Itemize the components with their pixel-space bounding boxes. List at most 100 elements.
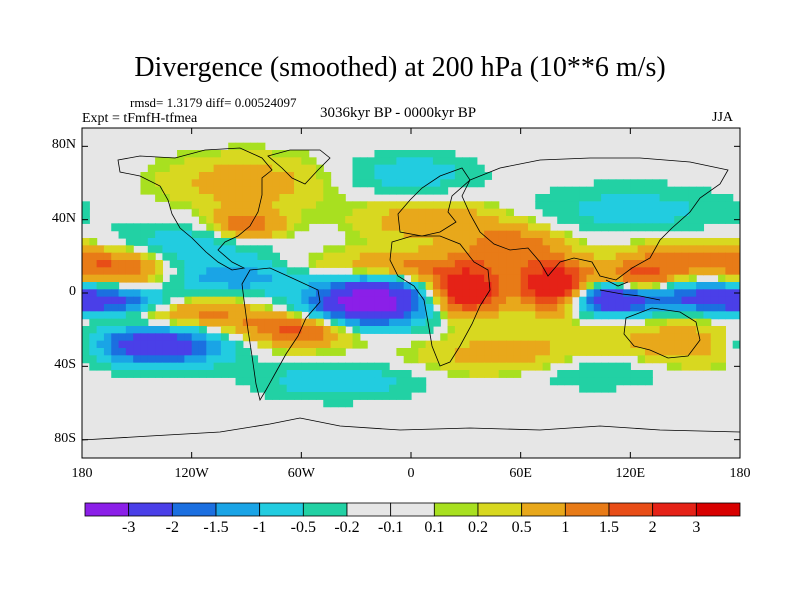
field-cell: [403, 245, 412, 254]
field-cell: [542, 304, 551, 312]
field-cell: [381, 267, 390, 276]
field-cell: [330, 392, 339, 400]
field-cell: [250, 223, 259, 232]
field-cell: [169, 245, 178, 254]
field-cell: [301, 157, 310, 166]
field-cell: [125, 223, 134, 232]
colorbar-swatch: [433, 502, 479, 517]
field-cell: [681, 252, 690, 261]
field-cell: [484, 282, 493, 290]
field-cell: [242, 216, 251, 224]
field-cell: [579, 384, 588, 393]
field-cell: [674, 267, 683, 276]
field-cell: [718, 289, 726, 298]
field-cell: [506, 245, 514, 254]
field-cell: [469, 370, 478, 378]
field-cell: [294, 201, 302, 210]
field-cell: [118, 289, 127, 298]
field-cell: [703, 194, 712, 202]
field-cell: [308, 186, 317, 195]
field-cell: [630, 377, 639, 386]
field-cell: [118, 333, 127, 342]
field-cell: [206, 252, 215, 261]
field-cell: [425, 208, 434, 217]
field-cell: [484, 340, 493, 349]
field-cell: [367, 274, 376, 283]
field-cell: [462, 223, 471, 232]
field-cell: [367, 201, 376, 210]
field-cell: [381, 311, 390, 320]
field-cell: [586, 289, 595, 298]
field-cell: [301, 326, 310, 334]
field-cell: [264, 208, 273, 217]
field-cell: [264, 384, 273, 393]
field-cell: [308, 164, 317, 173]
field-cell: [652, 267, 661, 276]
field-cell: [718, 201, 726, 210]
field-cell: [301, 267, 310, 276]
field-cell: [732, 296, 740, 305]
field-cell: [169, 260, 178, 268]
field-cell: [688, 355, 697, 364]
field-cell: [593, 377, 602, 386]
field-cell: [250, 304, 259, 312]
field-cell: [491, 223, 500, 232]
field-cell: [323, 362, 332, 371]
field-cell: [601, 274, 609, 283]
field-cell: [264, 216, 273, 224]
field-cell: [82, 296, 90, 305]
field-cell: [666, 267, 675, 276]
field-cell: [564, 230, 573, 239]
field-cell: [644, 296, 653, 305]
field-cell: [301, 377, 310, 386]
field-cell: [725, 252, 734, 261]
field-cell: [440, 230, 449, 239]
field-cell: [718, 333, 726, 342]
field-cell: [549, 318, 558, 327]
field-cell: [571, 186, 580, 195]
field-cell: [315, 186, 324, 195]
field-cell: [140, 179, 149, 188]
field-cell: [454, 296, 463, 305]
field-cell: [718, 245, 726, 254]
field-cell: [608, 311, 617, 320]
field-cell: [272, 362, 280, 371]
field-cell: [403, 150, 412, 158]
field-cell: [125, 296, 134, 305]
field-cell: [396, 267, 405, 276]
axis-ticks: [81, 128, 741, 458]
field-cell: [359, 179, 368, 188]
field-cell: [191, 318, 200, 327]
field-cell: [527, 348, 536, 356]
field-cell: [206, 267, 215, 276]
field-cell: [169, 238, 178, 246]
field-cell: [198, 179, 207, 188]
field-cell: [294, 326, 302, 334]
field-cell: [440, 296, 449, 305]
field-cell: [315, 326, 324, 334]
field-cell: [688, 208, 697, 217]
field-cell: [155, 289, 164, 298]
field-cell: [140, 333, 149, 342]
field-cell: [301, 340, 310, 349]
field-cell: [220, 260, 229, 268]
field-cell: [162, 186, 171, 195]
field-cell: [732, 201, 740, 210]
field-cell: [198, 172, 207, 180]
field-cell: [681, 194, 690, 202]
field-cell: [198, 208, 207, 217]
field-cell: [228, 157, 237, 166]
field-cell: [330, 362, 339, 371]
field-cell: [564, 216, 573, 224]
field-cell: [228, 311, 237, 320]
field-cell: [513, 252, 522, 261]
field-cell: [520, 238, 529, 246]
field-cell: [542, 318, 551, 327]
field-cell: [213, 194, 222, 202]
field-cell: [272, 267, 280, 276]
field-cell: [103, 296, 112, 305]
field-cell: [294, 289, 302, 298]
field-cell: [162, 172, 171, 180]
field-cell: [352, 260, 361, 268]
field-cell: [96, 348, 105, 356]
